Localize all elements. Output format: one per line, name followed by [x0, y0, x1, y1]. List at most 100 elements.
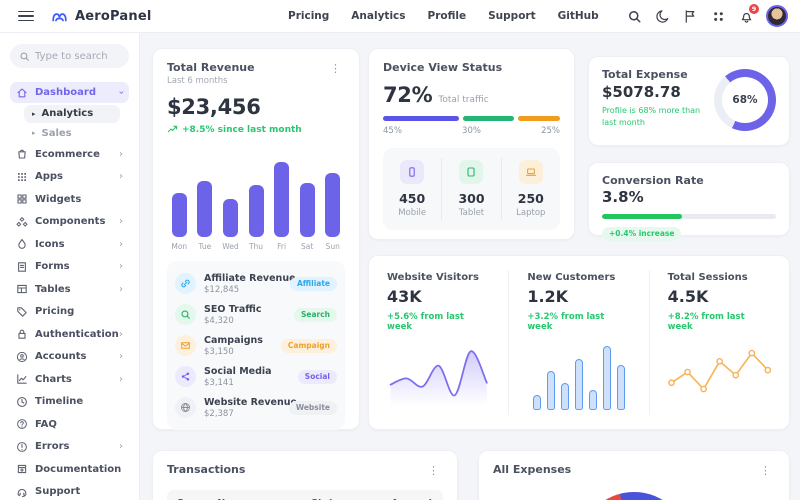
components-icon: [16, 216, 28, 228]
source-row-affiliate[interactable]: Affiliate Revenue $12,845 Affiliate: [175, 268, 337, 299]
chart-icon: [16, 373, 28, 385]
search-icon[interactable]: [626, 8, 643, 25]
source-name: SEO Traffic: [204, 303, 262, 315]
stat-website-visitors: Website Visitors 43K +5.6% from last week: [369, 270, 508, 415]
brand[interactable]: AeroPanel: [50, 7, 152, 26]
source-row-social[interactable]: Social Media $3,141 Social: [175, 361, 337, 392]
sidebar-item-widgets[interactable]: Widgets: [10, 189, 129, 210]
revenue-sources-list: Affiliate Revenue $12,845 Affiliate SEO Tra…: [167, 261, 345, 430]
sidebar-item-support[interactable]: Support: [10, 481, 129, 500]
chevron-right-icon: ›: [119, 328, 123, 340]
sidebar-item-label: Tables: [35, 283, 71, 295]
sidebar-search[interactable]: [10, 44, 129, 68]
hamburger-menu-icon[interactable]: [18, 8, 34, 25]
expense-note: Profile is 68% more than last month: [602, 106, 701, 127]
bar-label: Tue: [198, 242, 212, 251]
nav-link-analytics[interactable]: Analytics: [351, 10, 406, 22]
segment-0: [383, 116, 460, 121]
laptop-icon-chip: [518, 159, 543, 184]
sidebar-item-sales[interactable]: ▸ Sales: [24, 124, 129, 142]
kebab-menu-icon[interactable]: ⋮: [428, 464, 439, 477]
column-header-status: Status: [311, 498, 372, 500]
mini-bar: [532, 395, 541, 410]
sidebar-item-label: Pricing: [35, 306, 75, 317]
mail-icon-chip: [175, 335, 196, 356]
nav-link-github[interactable]: GitHub: [557, 10, 599, 22]
sidebar-item-faq[interactable]: FAQ: [10, 414, 129, 435]
stat-trend: +3.2% from last week: [527, 312, 605, 332]
source-amount: $4,320: [204, 315, 234, 326]
source-row-search[interactable]: SEO Traffic $4,320 Search: [175, 299, 337, 330]
sidebar-item-pricing[interactable]: Pricing: [10, 301, 129, 322]
sidebar-item-authentication[interactable]: Authentication ›: [10, 324, 129, 345]
card-title: Total Revenue: [167, 61, 255, 74]
chevron-right-icon: ›: [119, 171, 123, 182]
sidebar-item-apps[interactable]: Apps ›: [10, 166, 129, 187]
main-content: Total Revenue Last 6 months ⋮ $23,456 +8…: [140, 33, 800, 500]
source-row-website[interactable]: Website Revenue $2,387 Website: [175, 392, 337, 423]
stat-chart-area: [387, 340, 490, 410]
bar-label: Wed: [222, 242, 239, 251]
aeropanel-logo-icon: [52, 12, 67, 21]
user-avatar[interactable]: [766, 5, 788, 27]
stats-card: Website Visitors 43K +5.6% from last week N…: [368, 255, 790, 430]
dark-mode-moon-icon[interactable]: [654, 8, 671, 25]
sidebar-item-forms[interactable]: Forms ›: [10, 256, 129, 277]
help-icon: [16, 418, 28, 430]
brand-name: AeroPanel: [75, 8, 152, 24]
mini-bar: [546, 370, 555, 410]
chevron-right-icon: ›: [119, 373, 123, 385]
card-subtitle: Last 6 months: [167, 76, 228, 86]
bar: [197, 181, 213, 237]
kebab-menu-icon[interactable]: ⋮: [330, 62, 341, 75]
device-label: Mobile: [398, 207, 427, 218]
sidebar-item-dashboard[interactable]: Dashboard ›: [10, 82, 129, 103]
search-icon: [180, 309, 191, 320]
search-input[interactable]: [35, 50, 120, 62]
kebab-menu-icon[interactable]: ⋮: [760, 464, 771, 477]
doc-icon: [16, 463, 28, 475]
sidebar-item-label: FAQ: [35, 418, 57, 430]
sidebar-item-label: Icons: [35, 238, 65, 250]
device-counts: 450 Mobile 300 Tablet 250 Laptop: [383, 147, 560, 230]
sidebar-item-tables[interactable]: Tables ›: [10, 279, 129, 300]
sidebar-item-label: Accounts: [35, 351, 87, 362]
source-info: Campaigns $3,150: [204, 335, 281, 357]
stat-title: Total Sessions: [667, 272, 748, 283]
stat-trend: +8.2% from last week: [667, 312, 745, 332]
sidebar-item-label: Charts: [35, 373, 72, 385]
sidebar-item-components[interactable]: Components ›: [10, 211, 129, 232]
bag-icon: [16, 148, 28, 160]
weekly-bar-tue: Tue: [197, 147, 214, 251]
apps-grid-icon[interactable]: [710, 8, 727, 25]
total-revenue-card: Total Revenue Last 6 months ⋮ $23,456 +8…: [152, 48, 360, 430]
sidebar-item-charts[interactable]: Charts ›: [10, 369, 129, 390]
sidebar-item-label: Forms: [35, 261, 70, 272]
sidebar-item-label: Timeline: [35, 396, 84, 407]
sidebar-item-icons[interactable]: Icons ›: [10, 234, 129, 255]
sidebar-item-documentation[interactable]: Documentation: [10, 459, 129, 480]
sidebar-item-ecommerce[interactable]: Ecommerce ›: [10, 144, 129, 165]
stat-value: 43K: [387, 287, 422, 306]
nav-link-pricing[interactable]: Pricing: [288, 10, 330, 22]
sidebar-item-errors[interactable]: Errors ›: [10, 436, 129, 457]
segment-pct: 25%: [541, 125, 560, 136]
nav-link-support[interactable]: Support: [488, 10, 536, 22]
nav-link-profile[interactable]: Profile: [427, 10, 467, 22]
flag-language-icon[interactable]: [682, 8, 699, 25]
sidebar-item-timeline[interactable]: Timeline: [10, 391, 129, 412]
sidebar-item-accounts[interactable]: Accounts ›: [10, 346, 129, 367]
card-title: All Expenses: [493, 463, 572, 476]
stat-new-customers: New Customers 1.2K +3.2% from last week: [508, 270, 648, 415]
bar: [248, 185, 264, 237]
notifications-bell-icon[interactable]: 9: [738, 3, 759, 25]
chevron-right-icon: ›: [119, 441, 123, 452]
mail-icon: [180, 340, 191, 351]
sidebar-item-label: Components: [35, 216, 106, 227]
bar: [299, 183, 315, 237]
sidebar-item-analytics[interactable]: ▸ Analytics: [24, 104, 120, 123]
source-row-campaign[interactable]: Campaigns $3,150 Campaign: [175, 330, 337, 361]
trend-up-icon: [167, 124, 178, 135]
weekly-bar-thu: Thu: [248, 147, 265, 251]
source-amount: $12,845: [204, 284, 240, 295]
